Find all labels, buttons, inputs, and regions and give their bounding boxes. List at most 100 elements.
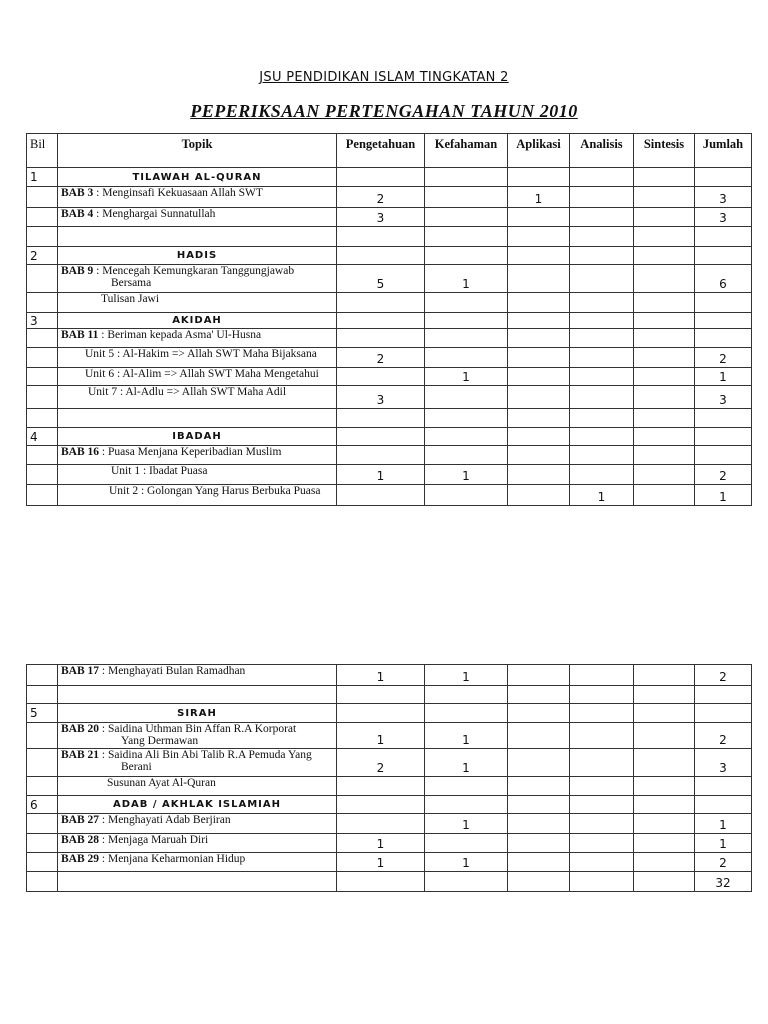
kefahaman-cell — [424, 186, 508, 208]
analisis-cell — [569, 871, 634, 892]
jumlah-cell — [694, 292, 752, 313]
sintesis-cell — [633, 367, 695, 386]
col-header-topik: Topik — [57, 133, 337, 168]
aplikasi-cell — [507, 385, 570, 409]
sintesis-cell — [633, 748, 695, 777]
pengetahuan-cell: 3 — [336, 207, 425, 227]
topic-text: : Menjana Keharmonian Hidup — [99, 853, 246, 866]
analisis-cell — [569, 748, 634, 777]
jumlah-cell: 3 — [694, 207, 752, 227]
kefahaman-cell — [424, 167, 508, 187]
bab-label: BAB 4 — [61, 208, 94, 221]
topic-text: Susunan Ayat Al-Quran — [107, 777, 216, 790]
jumlah-cell: 2 — [694, 722, 752, 749]
analisis-cell — [569, 703, 634, 723]
topic-text: : Puasa Menjana Keperibadian Muslim — [99, 446, 282, 459]
kefahaman-cell — [424, 776, 508, 796]
kefahaman-cell — [424, 795, 508, 814]
sintesis-cell — [633, 852, 695, 872]
aplikasi-cell — [507, 484, 570, 506]
analisis-cell — [569, 795, 634, 814]
topic-text: : Menghayati Adab Berjiran — [99, 814, 231, 827]
topic-cell — [57, 871, 337, 892]
jumlah-cell — [694, 328, 752, 348]
bil-cell: 3 — [26, 312, 58, 329]
jumlah-cell — [694, 312, 752, 329]
aplikasi-cell — [507, 246, 570, 265]
sintesis-cell — [633, 347, 695, 368]
topic-row: BAB 4 : Menghargai Sunnatullah 3 3 — [26, 207, 752, 227]
sintesis-cell — [633, 427, 695, 446]
topic-text: Unit 5 : Al-Hakim => Allah SWT Maha Bija… — [85, 348, 317, 361]
analisis-cell — [569, 664, 634, 686]
analisis-cell — [569, 347, 634, 368]
analisis-cell — [569, 167, 634, 187]
topic-cell: Unit 2 : Golongan Yang Harus Berbuka Pua… — [57, 484, 337, 506]
aplikasi-cell — [507, 445, 570, 465]
kefahaman-cell — [424, 246, 508, 265]
jumlah-cell — [694, 246, 752, 265]
sintesis-cell — [633, 408, 695, 428]
jumlah-cell: 2 — [694, 347, 752, 368]
bab-label: BAB 28 — [61, 834, 100, 847]
aplikasi-cell — [507, 264, 570, 293]
topic-text: Unit 1 : Ibadat Puasa — [111, 465, 208, 478]
topic-cell: BAB 16 : Puasa Menjana Keperibadian Musl… — [57, 445, 337, 465]
topic-row: BAB 9 : Mencegah Kemungkaran Tanggungjaw… — [26, 264, 752, 293]
table-header-row: Bil Topik Pengetahuan Kefahaman Aplikasi… — [26, 133, 752, 168]
analisis-cell — [569, 408, 634, 428]
jumlah-cell — [694, 445, 752, 465]
sintesis-cell — [633, 445, 695, 465]
jumlah-cell: 1 — [694, 367, 752, 386]
topic-row: Unit 1 : Ibadat Puasa 1 1 2 — [26, 464, 752, 485]
sintesis-cell — [633, 871, 695, 892]
jumlah-cell: 6 — [694, 264, 752, 293]
bab-label: BAB 9 — [61, 265, 94, 278]
jumlah-cell — [694, 703, 752, 723]
kefahaman-cell: 1 — [424, 367, 508, 386]
analisis-cell — [569, 328, 634, 348]
bil-cell — [26, 264, 58, 293]
sintesis-cell — [633, 464, 695, 485]
bil-cell — [26, 464, 58, 485]
jumlah-cell — [694, 795, 752, 814]
aplikasi-cell — [507, 703, 570, 723]
kefahaman-cell: 1 — [424, 852, 508, 872]
aplikasi-cell — [507, 226, 570, 247]
bab-label: BAB 21 — [61, 749, 100, 762]
pengetahuan-cell — [336, 312, 425, 329]
kefahaman-cell — [424, 385, 508, 409]
pengetahuan-cell: 2 — [336, 347, 425, 368]
analisis-cell — [569, 186, 634, 208]
pengetahuan-cell: 3 — [336, 385, 425, 409]
aplikasi-cell — [507, 748, 570, 777]
topic-cell: BAB 3 : Menginsafi Kekuasaan Allah SWT — [57, 186, 337, 208]
analisis-cell — [569, 226, 634, 247]
bil-cell — [26, 207, 58, 227]
bil-cell — [26, 776, 58, 796]
section-title: TILAWAH AL-QURAN — [57, 167, 337, 187]
bil-cell — [26, 833, 58, 853]
aplikasi-cell — [507, 292, 570, 313]
kefahaman-cell — [424, 312, 508, 329]
kefahaman-cell — [424, 427, 508, 446]
analisis-cell — [569, 776, 634, 796]
topic-row: Unit 7 : Al-Adlu => Allah SWT Maha Adil 3… — [26, 385, 752, 409]
kefahaman-cell — [424, 328, 508, 348]
aplikasi-cell — [507, 167, 570, 187]
analisis-cell — [569, 852, 634, 872]
jsu-table-part-1: Bil Topik Pengetahuan Kefahaman Aplikasi… — [26, 133, 752, 506]
analisis-cell: 1 — [569, 484, 634, 506]
bil-cell — [26, 484, 58, 506]
section-row: 6 ADAB / AKHLAK ISLAMIAH — [26, 795, 752, 814]
aplikasi-cell — [507, 408, 570, 428]
section-row: 5 SIRAH — [26, 703, 752, 723]
jumlah-cell: 2 — [694, 852, 752, 872]
aplikasi-cell: 1 — [507, 186, 570, 208]
topic-row: Tulisan Jawi — [26, 292, 752, 313]
kefahaman-cell: 1 — [424, 813, 508, 834]
topic-row: BAB 21 : Saidina Ali Bin Abi Talib R.A P… — [26, 748, 752, 777]
topic-text-continued: Bersama — [111, 277, 152, 289]
bil-cell — [26, 748, 58, 777]
section-title: ADAB / AKHLAK ISLAMIAH — [57, 795, 337, 814]
